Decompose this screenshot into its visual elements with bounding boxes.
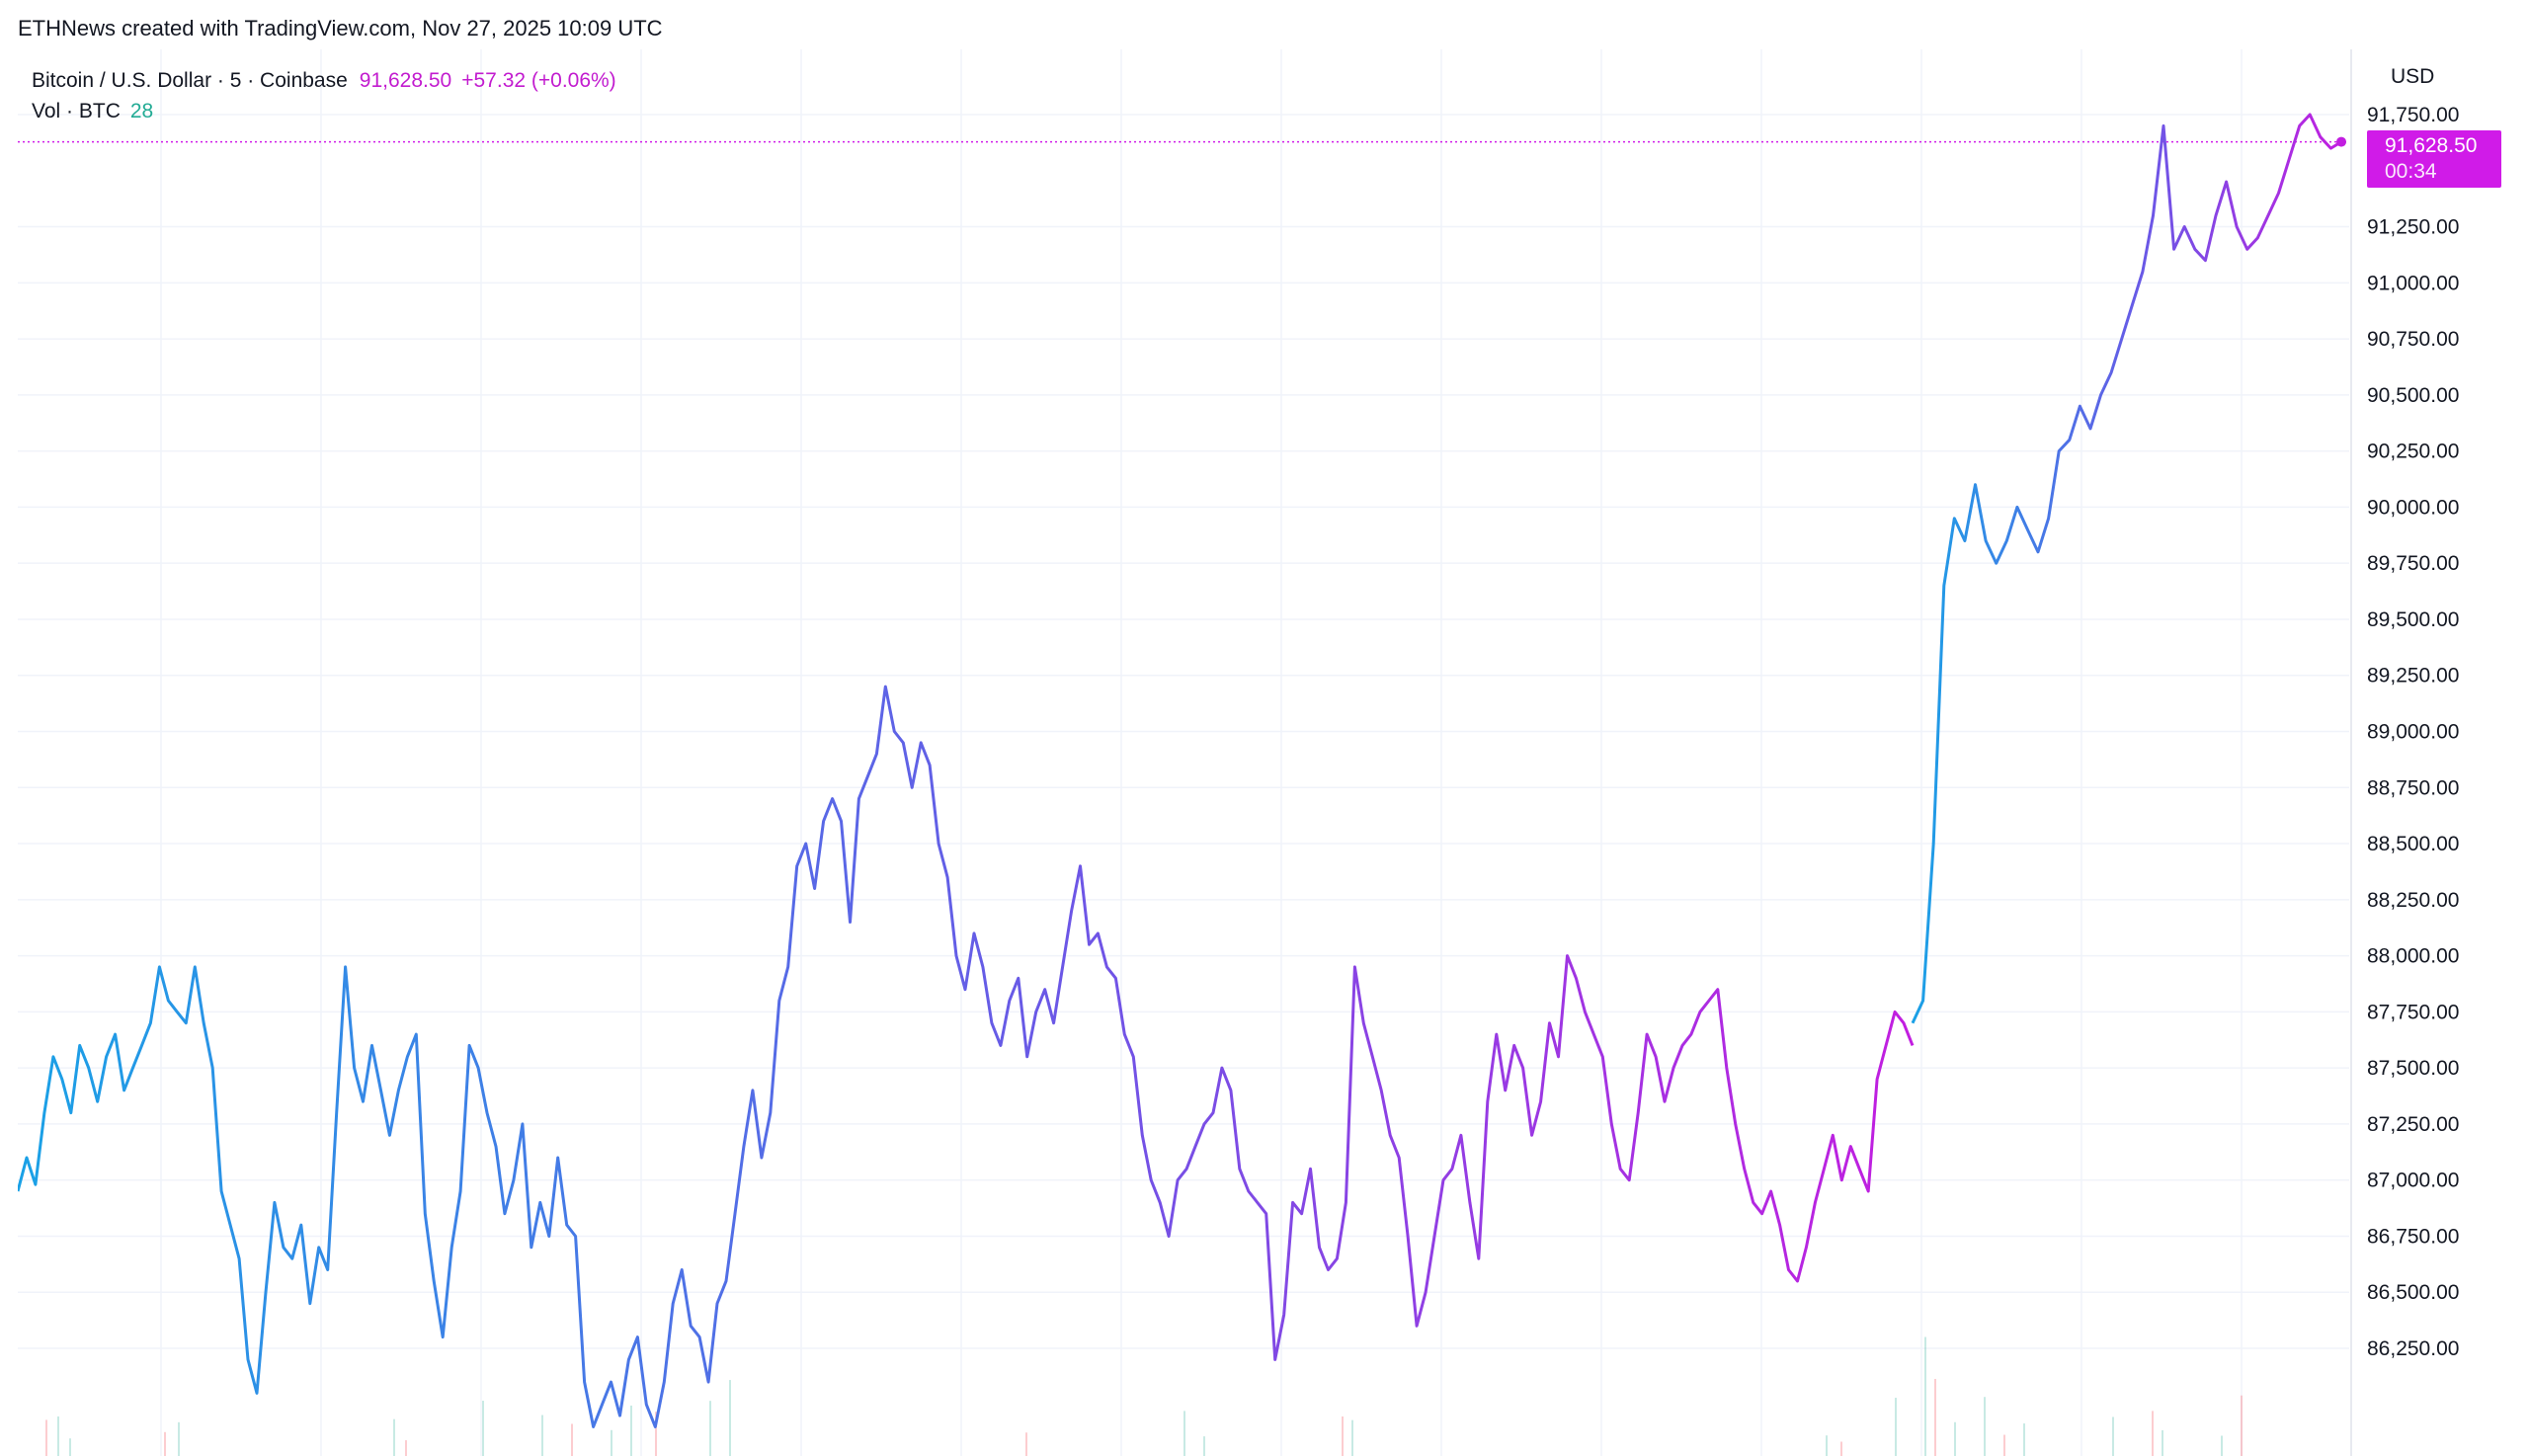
y-tick-label: 87,000.00 (2367, 1170, 2459, 1192)
y-tick-label: 88,750.00 (2367, 776, 2459, 799)
volume-bar (1934, 1378, 1936, 1456)
y-tick-label: 89,250.00 (2367, 665, 2459, 688)
volume-bar (2112, 1416, 2114, 1456)
price-change: +57.32 (+0.06%) (461, 69, 616, 92)
price-line-series-1 (1911, 113, 2342, 1024)
price-tag-price: 91,628.50 (2385, 134, 2478, 157)
y-tick-label: 89,000.00 (2367, 721, 2459, 744)
volume-bar (2162, 1429, 2163, 1456)
volume-bar (655, 1412, 657, 1456)
y-tick-label: 87,500.00 (2367, 1057, 2459, 1080)
volume-bar (1351, 1419, 1353, 1456)
price-line-series-0 (18, 685, 1915, 1428)
chart-attribution: ETHNews created with TradingView.com, No… (18, 16, 663, 40)
volume-bar (178, 1421, 180, 1456)
y-tick-label: 91,750.00 (2367, 104, 2459, 126)
volume-bar (2023, 1423, 2025, 1456)
volume-bar (1342, 1416, 1344, 1456)
volume-bar (405, 1440, 407, 1456)
volume-bar (571, 1423, 573, 1456)
volume-bar (164, 1431, 166, 1456)
volume-bar (1183, 1411, 1185, 1456)
y-tick-label: 86,750.00 (2367, 1225, 2459, 1248)
y-tick-label: 88,500.00 (2367, 833, 2459, 855)
currency-label[interactable]: USD (2391, 65, 2435, 88)
y-tick-label: 88,000.00 (2367, 945, 2459, 968)
volume-bar (2241, 1395, 2243, 1456)
price-chart[interactable]: 86,250.00 86,500.00 86,750.00 87,000.00 87,2… (18, 49, 2513, 1456)
volume-bar (630, 1405, 632, 1456)
volume-bar (45, 1419, 47, 1456)
volume-bar (2003, 1434, 2005, 1456)
volume-bar (541, 1415, 543, 1456)
volume-bar (2152, 1411, 2154, 1456)
y-tick-label: 90,750.00 (2367, 328, 2459, 351)
y-tick-label: 89,750.00 (2367, 552, 2459, 575)
volume-bar (729, 1380, 731, 1456)
volume-bar (1984, 1397, 1986, 1456)
last-price-marker (2336, 136, 2346, 147)
grid-lines (18, 49, 2352, 1456)
y-tick-label: 90,500.00 (2367, 384, 2459, 407)
price-tag: 91,628.50 00:34 (2367, 130, 2501, 188)
volume-row: Vol · BTC 28 (32, 96, 616, 126)
volume-value: 28 (129, 100, 154, 122)
y-tick-label: 89,500.00 (2367, 608, 2459, 631)
y-tick-label: 86,250.00 (2367, 1337, 2459, 1360)
y-tick-label: 88,250.00 (2367, 889, 2459, 912)
volume-bars (45, 1336, 2243, 1456)
y-tick-label: 87,750.00 (2367, 1001, 2459, 1023)
y-axis-ticks: 86,250.00 86,500.00 86,750.00 87,000.00 87,2… (2367, 104, 2459, 1360)
volume-bar (1826, 1435, 1828, 1456)
volume-bar (393, 1418, 395, 1456)
volume-bar (1954, 1421, 1956, 1456)
volume-bar (57, 1416, 59, 1456)
last-price-value: 91,628.50 (359, 69, 452, 92)
y-tick-label: 90,000.00 (2367, 496, 2459, 519)
volume-bar (1924, 1336, 1926, 1456)
y-tick-label: 91,250.00 (2367, 216, 2459, 239)
volume-bar (1895, 1398, 1897, 1456)
symbol-name[interactable]: Bitcoin / U.S. Dollar · 5 · Coinbase (32, 69, 348, 92)
series-layer (18, 113, 2342, 1428)
volume-bar (1025, 1432, 1027, 1456)
volume-bar (69, 1438, 71, 1456)
y-tick-label: 91,000.00 (2367, 272, 2459, 294)
volume-bar (482, 1401, 484, 1456)
price-tag-countdown: 00:34 (2385, 160, 2437, 183)
y-tick-label: 90,250.00 (2367, 441, 2459, 463)
volume-bar (709, 1401, 711, 1456)
chart-legend: Bitcoin / U.S. Dollar · 5 · Coinbase 91,… (32, 65, 616, 126)
y-tick-label: 86,500.00 (2367, 1281, 2459, 1304)
symbol-row: Bitcoin / U.S. Dollar · 5 · Coinbase 91,… (32, 65, 616, 96)
volume-bar (2221, 1435, 2223, 1456)
y-tick-label: 87,250.00 (2367, 1113, 2459, 1136)
volume-label[interactable]: Vol · BTC (32, 100, 121, 122)
volume-bar (1203, 1436, 1205, 1456)
volume-bar (1840, 1441, 1842, 1456)
chart-frame[interactable]: 86,250.00 86,500.00 86,750.00 87,000.00 87,2… (18, 49, 2513, 1456)
volume-bar (611, 1429, 612, 1456)
